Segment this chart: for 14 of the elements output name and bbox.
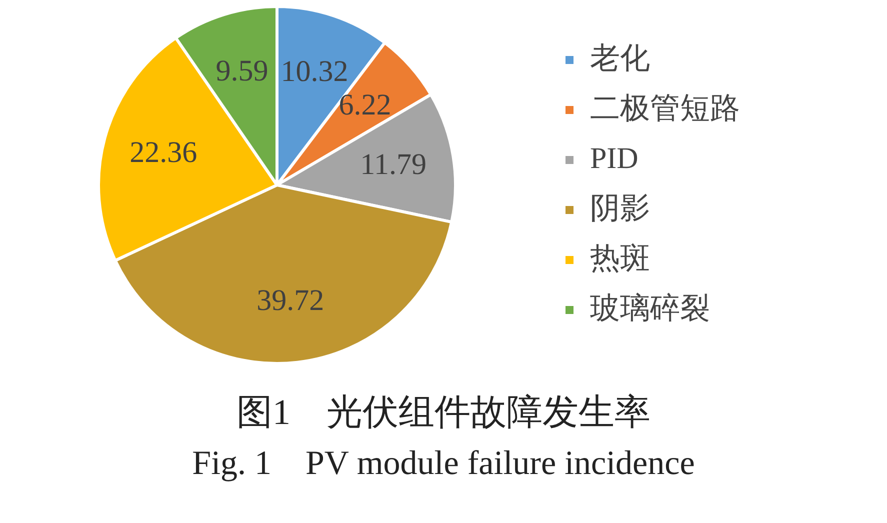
data-label: 9.59 [216,54,268,88]
legend-label: 玻璃碎裂 [590,292,710,325]
text: Fig. 1 PV module failure incidence [191,444,696,484]
legend-label: 热斑 [590,242,650,275]
legend-label: 阴影 [590,192,650,225]
legend-label: PID [590,142,638,175]
legend-label: 二极管短路 [590,92,740,125]
data-label: 11.79 [360,148,426,181]
data-label: 6.22 [338,88,392,122]
data-label: 22.36 [130,136,198,169]
legend-label: 老化 [590,42,650,75]
data-label: 10.32 [280,55,348,88]
data-label: 39.72 [256,284,324,317]
text: 图1 光伏组件故障发生率 [236,391,652,434]
